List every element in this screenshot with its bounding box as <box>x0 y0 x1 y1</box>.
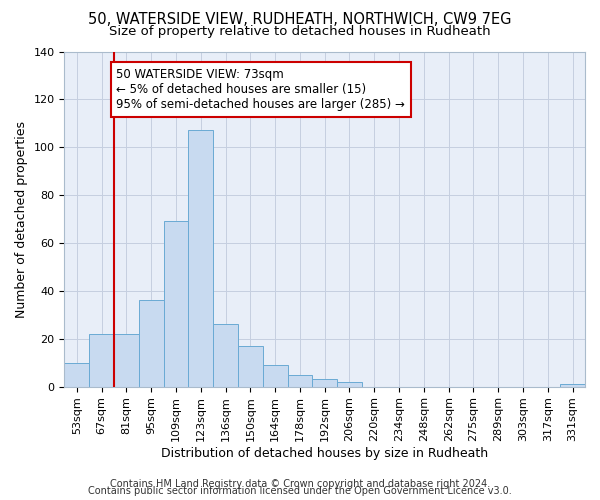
Bar <box>188 130 213 386</box>
Bar <box>89 334 114 386</box>
Bar <box>263 365 287 386</box>
Bar <box>64 362 89 386</box>
Text: 50, WATERSIDE VIEW, RUDHEATH, NORTHWICH, CW9 7EG: 50, WATERSIDE VIEW, RUDHEATH, NORTHWICH,… <box>88 12 512 28</box>
Bar <box>337 382 362 386</box>
Text: Contains HM Land Registry data © Crown copyright and database right 2024.: Contains HM Land Registry data © Crown c… <box>110 479 490 489</box>
Text: Size of property relative to detached houses in Rudheath: Size of property relative to detached ho… <box>109 25 491 38</box>
Bar <box>164 222 188 386</box>
Bar <box>560 384 585 386</box>
Bar <box>139 300 164 386</box>
Text: Contains public sector information licensed under the Open Government Licence v3: Contains public sector information licen… <box>88 486 512 496</box>
Bar <box>313 380 337 386</box>
X-axis label: Distribution of detached houses by size in Rudheath: Distribution of detached houses by size … <box>161 447 488 460</box>
Bar <box>114 334 139 386</box>
Bar <box>213 324 238 386</box>
Bar <box>287 374 313 386</box>
Bar <box>238 346 263 387</box>
Text: 50 WATERSIDE VIEW: 73sqm
← 5% of detached houses are smaller (15)
95% of semi-de: 50 WATERSIDE VIEW: 73sqm ← 5% of detache… <box>116 68 406 112</box>
Y-axis label: Number of detached properties: Number of detached properties <box>15 120 28 318</box>
